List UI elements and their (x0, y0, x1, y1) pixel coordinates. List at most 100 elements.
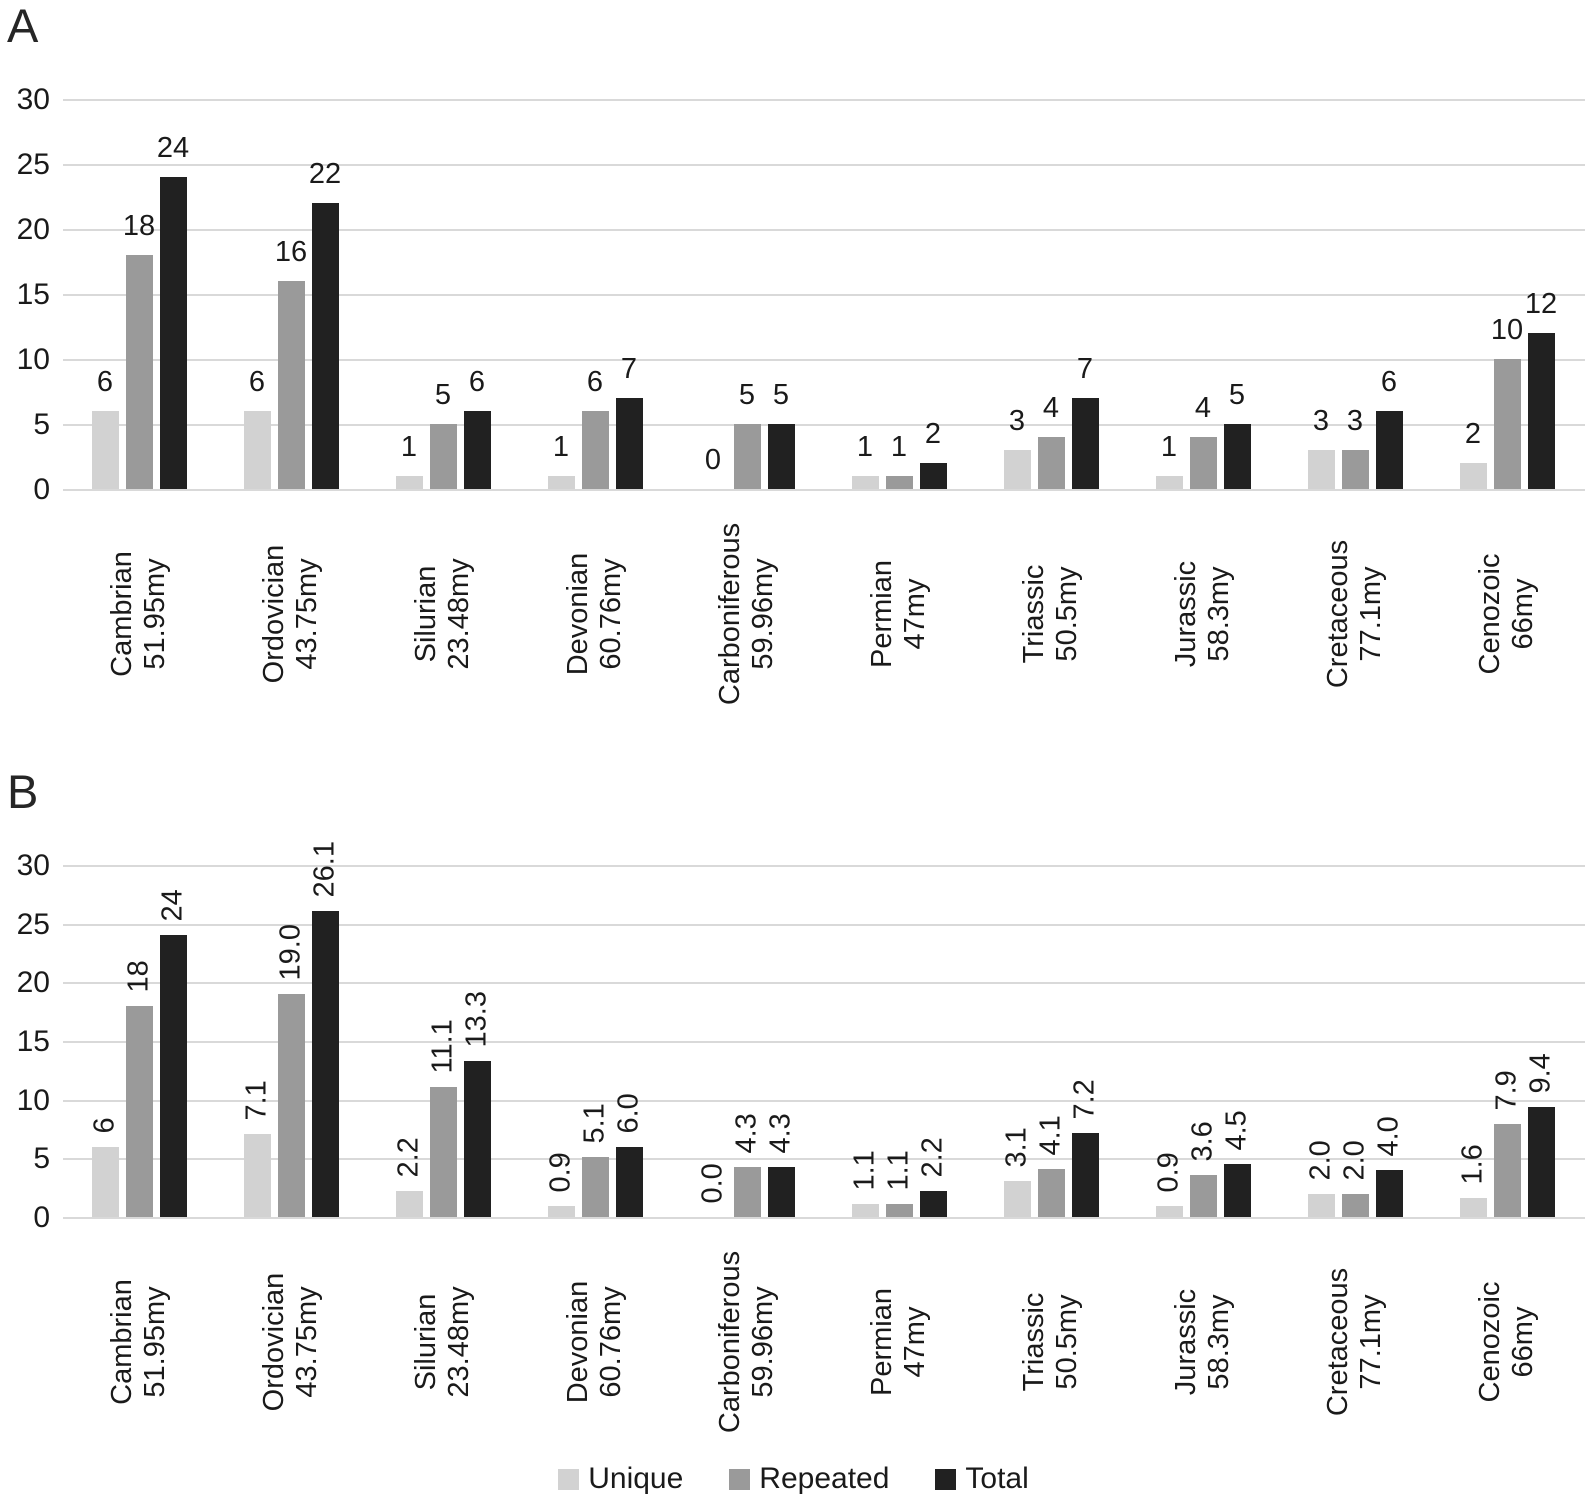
bar-total-devonian (615, 1147, 643, 1217)
bar-repeated-ordovician (277, 281, 305, 489)
value-label-repeated-silurian: 5 (434, 379, 452, 411)
value-label-repeated-cambrian: 18 (122, 210, 156, 242)
value-label-repeated-cenozoic: 7.9 (1490, 1069, 1523, 1110)
value-label-repeated-cretaceous: 3 (1346, 405, 1364, 437)
x-axis-label-devonian: Devonian 60.76my (562, 1237, 628, 1447)
x-axis-label-permian: Permian 47my (866, 509, 932, 719)
bar-unique-jurassic (1155, 1206, 1183, 1217)
value-label-total-carboniferous: 4.3 (764, 1112, 797, 1153)
bar-repeated-cretaceous (1341, 450, 1369, 489)
value-label-repeated-permian: 1.1 (882, 1149, 915, 1190)
bar-repeated-cenozoic (1493, 1124, 1521, 1217)
bar-total-ordovician (311, 203, 339, 489)
gridline-y30 (63, 99, 1585, 101)
bar-total-cenozoic (1527, 1107, 1555, 1217)
x-axis-label-period-name: Permian (866, 560, 898, 668)
x-axis-label-duration: 77.1my (1355, 566, 1387, 662)
value-label-unique-cambrian: 6 (96, 366, 114, 398)
bar-unique-cenozoic (1459, 463, 1487, 489)
value-label-unique-silurian: 2.2 (392, 1136, 425, 1177)
x-axis-label-period-name: Cenozoic (1474, 553, 1506, 675)
gridline-y10 (63, 1100, 1585, 1102)
x-axis-label-period-name: Cretaceous (1322, 1267, 1354, 1417)
bar-repeated-jurassic (1189, 437, 1217, 489)
value-label-repeated-permian: 1 (890, 431, 908, 463)
x-axis-label-duration: 47my (899, 578, 931, 650)
legend-swatch-total (935, 1468, 957, 1490)
y-axis-tick-label: 15 (16, 278, 50, 311)
bar-total-silurian (463, 411, 491, 489)
value-label-repeated-devonian: 5.1 (578, 1102, 611, 1143)
value-label-unique-cenozoic: 2 (1464, 418, 1482, 450)
x-axis-label-period-name: Silurian (410, 565, 442, 663)
y-axis-tick-label: 25 (16, 148, 50, 181)
y-axis-tick-label: 5 (33, 1142, 50, 1175)
x-axis-label-duration: 77.1my (1355, 1294, 1387, 1390)
bar-repeated-cambrian (125, 1006, 153, 1217)
gridline-y20 (63, 229, 1585, 231)
value-label-repeated-triassic: 4.1 (1034, 1114, 1067, 1155)
value-label-total-cenozoic: 9.4 (1524, 1052, 1557, 1093)
value-label-total-cretaceous: 6 (1380, 366, 1398, 398)
value-label-total-devonian: 7 (620, 353, 638, 385)
x-axis-label-cambrian: Cambrian 51.95my (106, 1237, 172, 1447)
y-axis-tick-label: 20 (16, 213, 50, 246)
value-label-unique-permian: 1.1 (848, 1149, 881, 1190)
bar-unique-cambrian (91, 411, 119, 489)
x-axis-label-cretaceous: Cretaceous 77.1my (1322, 1237, 1388, 1447)
bar-total-cenozoic (1527, 333, 1555, 489)
x-axis-label-ordovician: Ordovician 43.75my (258, 1237, 324, 1447)
value-label-unique-cambrian: 6 (88, 1116, 121, 1133)
x-axis-label-duration: 58.3my (1203, 566, 1235, 662)
gridline-y30 (63, 865, 1585, 867)
value-label-total-cenozoic: 12 (1524, 288, 1558, 320)
x-axis-label-cambrian: Cambrian 51.95my (106, 509, 172, 719)
bar-unique-ordovician (243, 411, 271, 489)
x-axis-label-period-name: Devonian (562, 552, 594, 676)
legend-label-repeated: Repeated (759, 1462, 890, 1495)
x-axis-label-duration: 50.5my (1051, 566, 1083, 662)
bar-total-permian (919, 463, 947, 489)
bar-repeated-ordovician (277, 994, 305, 1217)
value-label-unique-devonian: 0.9 (544, 1151, 577, 1192)
x-axis-label-duration: 23.48my (443, 558, 475, 670)
bar-unique-permian (851, 476, 879, 489)
gridline-y20 (63, 982, 1585, 984)
value-label-unique-ordovician: 7.1 (240, 1079, 273, 1120)
x-axis-label-duration: 66my (1507, 578, 1539, 650)
bar-unique-permian (851, 1204, 879, 1217)
value-label-unique-carboniferous: 0 (704, 444, 722, 476)
x-axis-label-period-name: Cambrian (106, 1279, 138, 1405)
value-label-total-silurian: 13.3 (460, 990, 493, 1047)
bar-repeated-devonian (581, 411, 609, 489)
value-label-total-triassic: 7 (1076, 353, 1094, 385)
bar-repeated-permian (885, 476, 913, 489)
x-axis-label-period-name: Jurassic (1170, 560, 1202, 668)
y-axis-tick-label: 25 (16, 908, 50, 941)
x-axis-label-period-name: Cambrian (106, 551, 138, 677)
x-axis-label-carboniferous: Carboniferous 59.96my (714, 509, 780, 719)
legend: Unique Repeated Total (0, 1462, 1587, 1496)
x-axis-label-duration: 60.76my (595, 558, 627, 670)
panel-a-letter: A (7, 0, 39, 52)
x-axis-label-duration: 59.96my (747, 1286, 779, 1398)
bar-total-triassic (1071, 398, 1099, 489)
value-label-total-triassic: 7.2 (1068, 1078, 1101, 1119)
legend-swatch-unique (558, 1468, 580, 1490)
legend-swatch-repeated (729, 1468, 751, 1490)
bar-repeated-carboniferous (733, 424, 761, 489)
y-axis-tick-label: 10 (16, 1084, 50, 1117)
x-axis-label-duration: 59.96my (747, 558, 779, 670)
value-label-unique-permian: 1 (856, 431, 874, 463)
bar-total-cambrian (159, 177, 187, 489)
bar-unique-triassic (1003, 1181, 1031, 1217)
x-axis-label-period-name: Cretaceous (1322, 539, 1354, 689)
x-axis-label-period-name: Ordovician (258, 1272, 290, 1412)
value-label-total-silurian: 6 (468, 366, 486, 398)
value-label-repeated-devonian: 6 (586, 366, 604, 398)
x-axis-label-triassic: Triassic 50.5my (1018, 509, 1084, 719)
value-label-unique-triassic: 3.1 (1000, 1126, 1033, 1167)
x-axis-label-silurian: Silurian 23.48my (410, 509, 476, 719)
gridline-y0 (63, 489, 1585, 491)
value-label-repeated-cambrian: 18 (122, 959, 155, 992)
